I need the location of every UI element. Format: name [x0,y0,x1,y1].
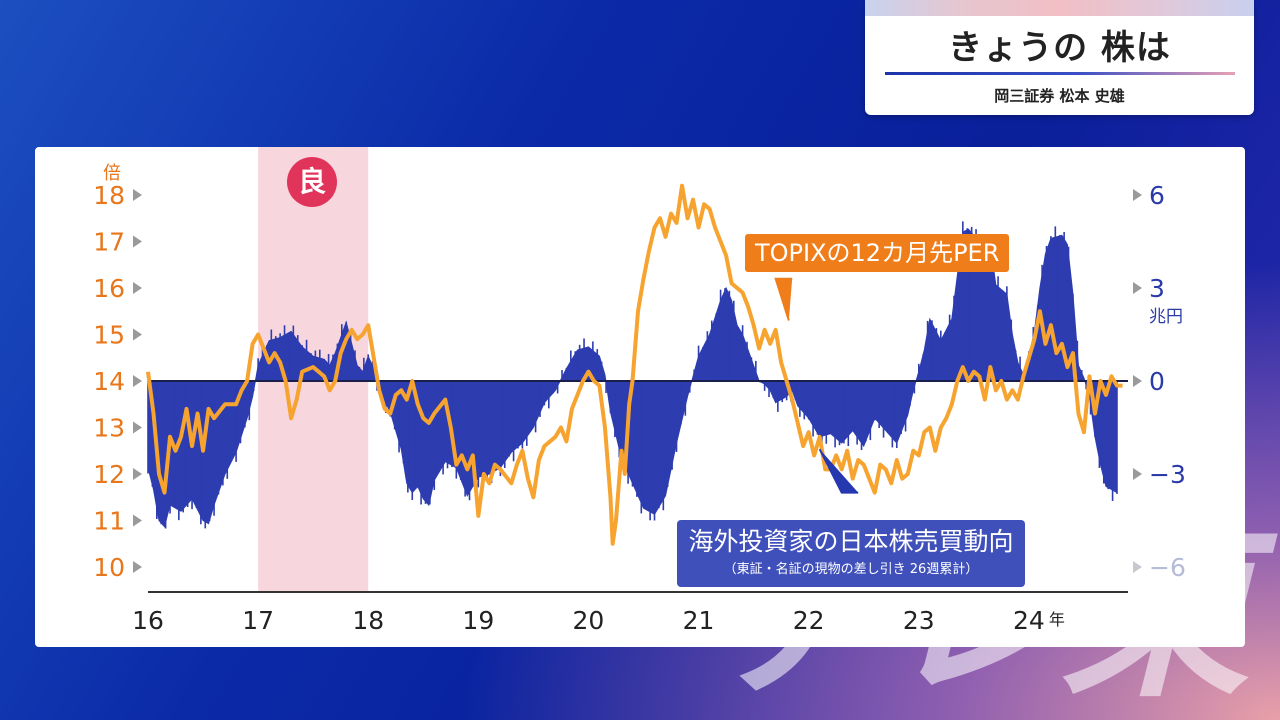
flow-series-label: 海外投資家の日本株売買動向 （東証・名証の現物の差し引き 26週累計） [677,520,1025,587]
left-tick-arrow [133,375,142,387]
flow-series-name: 海外投資家の日本株売買動向 [688,527,1014,556]
right-tick-label: 6 [1149,181,1165,210]
left-tick-arrow [133,514,142,527]
per-series-label: TOPIXの12カ月先PER [745,234,1010,272]
speaker-name: 岡三証券 松本 史雄 [994,87,1125,105]
left-tick-label: 18 [93,181,125,210]
left-tick-label: 12 [93,460,125,489]
left-tick-label: 16 [93,274,125,303]
highlight-badge: 良 [287,157,337,207]
x-tick-label: 23 [903,606,935,635]
flow-callout-pointer [818,448,859,494]
right-tick-label: 3 [1149,274,1165,303]
left-tick-label: 11 [93,507,125,536]
chart: 16 17 18 19 20 21 22 23 24 年 18 17 16 15 14 13 12 11 10 6 3 0… [93,147,1186,635]
x-tick-label: 21 [683,606,715,635]
left-axis-unit: 倍 [103,163,121,184]
chart-card: 16 17 18 19 20 21 22 23 24 年 18 17 16 15 14 13 12 11 10 6 3 0… [35,147,1245,647]
x-tick-label: 18 [352,606,384,635]
left-tick-arrow [133,235,142,248]
left-tick-arrow [133,561,142,573]
x-tick-label: 20 [573,606,605,635]
left-tick-label: 14 [93,367,125,396]
right-tick-label: −3 [1149,460,1186,489]
right-tick-arrow [1133,375,1142,387]
x-tick-label: 16 [132,606,164,635]
left-tick-arrow [133,468,142,480]
x-tick-label: 24 [1013,606,1045,635]
left-tick-arrow [133,282,142,294]
right-tick-label: 0 [1149,367,1165,396]
right-axis-unit: 兆円 [1149,307,1183,327]
per-callout-pointer [774,277,793,321]
title-topbar [865,0,1254,16]
x-tick-label: 17 [242,606,274,635]
right-tick-arrow [1133,189,1142,201]
right-tick-arrow [1133,468,1142,480]
x-tick-label: 19 [462,606,494,635]
left-tick-arrow [133,328,142,341]
left-tick-label: 10 [93,553,125,582]
left-tick-label: 17 [93,228,125,257]
left-tick-label: 15 [93,321,125,350]
page-title: きょうの 株は [948,28,1171,68]
title-card: きょうの 株は 岡三証券 松本 史雄 [865,0,1254,115]
right-tick-label: −6 [1149,553,1186,582]
left-tick-arrow [133,189,142,201]
flow-series-subtitle: （東証・名証の現物の差し引き 26週累計） [723,562,979,577]
left-tick-arrow [133,421,142,434]
right-tick-arrow [1133,561,1142,573]
per-series-line [146,183,1123,546]
x-tick-label: 22 [793,606,825,635]
x-tick-suffix: 年 [1049,610,1065,629]
right-tick-arrow [1133,282,1142,294]
title-underline [884,72,1235,75]
left-tick-label: 13 [93,414,125,443]
